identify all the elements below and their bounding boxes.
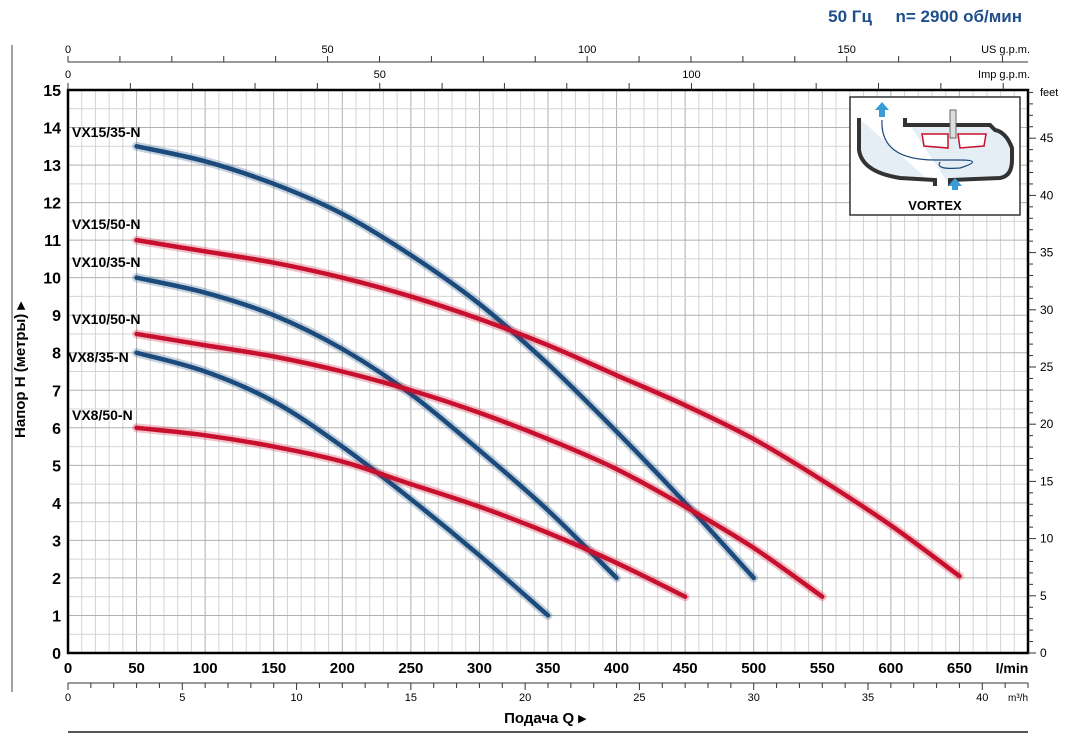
imp-gpm-tick-label: 100: [682, 69, 700, 81]
curve-vx10-35-n: [134, 275, 619, 581]
x-tick-label: 450: [673, 660, 698, 677]
imp-gpm-unit-label: Imp g.p.m.: [978, 69, 1030, 81]
x-tick-label: 300: [467, 660, 492, 677]
y-tick-label: 1: [52, 608, 61, 625]
m3h-tick-label: 20: [519, 692, 531, 704]
y-tick-label: 4: [52, 496, 61, 513]
curve-label: VX10/35-N: [72, 254, 140, 270]
x-tick-label: 0: [64, 660, 72, 677]
curve-label: VX15/35-N: [72, 124, 140, 140]
y-tick-label: 15: [43, 83, 61, 100]
feet-tick-label: 0: [1040, 646, 1047, 660]
m3h-tick-label: 5: [179, 692, 185, 704]
x-tick-label: 250: [398, 660, 423, 677]
m3h-tick-label: 25: [633, 692, 645, 704]
curve-label: VX15/50-N: [72, 216, 140, 232]
y-tick-label: 0: [52, 646, 61, 663]
imp-gpm-tick-label: 0: [65, 69, 71, 81]
feet-tick-label: 45: [1040, 131, 1054, 145]
x-tick-label: 100: [193, 660, 218, 677]
us-gpm-tick-label: 50: [321, 44, 333, 56]
m3h-tick-label: 30: [748, 692, 760, 704]
curve-halo: [132, 141, 759, 583]
y-tick-label: 3: [52, 533, 61, 550]
y-tick-label: 14: [43, 121, 61, 138]
feet-tick-label: 5: [1040, 589, 1047, 603]
chart-header-title: 50 Гц n= 2900 об/мин: [828, 7, 1022, 26]
m3h-tick-label: 0: [65, 692, 71, 704]
vortex-inset: VORTEX: [849, 96, 1021, 216]
x-tick-label: 150: [261, 660, 286, 677]
y-tick-label: 6: [52, 421, 61, 438]
curve-label: VX8/35-N: [68, 349, 129, 365]
y-tick-label: 11: [44, 233, 61, 250]
y-tick-label: 8: [52, 346, 61, 363]
inset-label: VORTEX: [908, 198, 962, 213]
x-tick-label: 50: [128, 660, 145, 677]
y-tick-label: 13: [43, 158, 61, 175]
curve-label: VX8/50-N: [72, 407, 133, 423]
feet-tick-label: 35: [1040, 246, 1054, 260]
x-tick-label: 500: [741, 660, 766, 677]
x-tick-label: 600: [878, 660, 903, 677]
y-tick-label: 9: [52, 308, 61, 325]
curve-vx8-35-n: [134, 350, 551, 618]
imp-gpm-tick-label: 50: [374, 69, 386, 81]
x-unit-label: l/min: [996, 660, 1029, 676]
feet-unit-label: feet: [1040, 87, 1058, 99]
curve-vx8-50-n: [134, 425, 688, 599]
feet-tick-label: 40: [1040, 188, 1054, 202]
us-gpm-unit-label: US g.p.m.: [981, 44, 1030, 56]
m3h-tick-label: 10: [290, 692, 302, 704]
x-tick-label: 400: [604, 660, 629, 677]
feet-tick-label: 30: [1040, 303, 1054, 317]
m3h-unit-label: m³/h: [1008, 693, 1028, 704]
feet-tick-label: 15: [1040, 474, 1054, 488]
us-gpm-tick-label: 100: [578, 44, 596, 56]
us-gpm-tick-label: 150: [838, 44, 856, 56]
m3h-tick-label: 15: [405, 692, 417, 704]
m3h-tick-label: 40: [976, 692, 988, 704]
feet-tick-label: 25: [1040, 360, 1054, 374]
y-tick-label: 7: [52, 383, 61, 400]
curve-vx15-50-n: [134, 237, 962, 579]
x-tick-label: 650: [947, 660, 972, 677]
feet-tick-label: 10: [1040, 532, 1054, 546]
curve-label: VX10/50-N: [72, 311, 140, 327]
y-tick-label: 2: [52, 571, 61, 588]
curves: VX15/35-N VX15/50-N VX10/35-N VX10/50-N VX8/…: [68, 124, 964, 620]
y-tick-label: 5: [52, 458, 61, 475]
us-gpm-tick-label: 0: [65, 44, 71, 56]
curve-vx15-35-n: [134, 144, 756, 581]
x-axis-title: Подача Q ▸: [504, 710, 587, 727]
plot-frame: [66, 88, 1030, 655]
y-axis-title: Напор H (метры) ▸: [12, 301, 29, 438]
m3h-tick-label: 35: [862, 692, 874, 704]
y-tick-label: 10: [43, 271, 61, 288]
x-tick-label: 200: [330, 660, 355, 677]
y-tick-label: 12: [43, 196, 61, 213]
feet-tick-label: 20: [1040, 417, 1054, 431]
x-tick-label: 350: [535, 660, 560, 677]
x-tick-label: 550: [810, 660, 835, 677]
curve-vx10-50-n: [134, 331, 825, 599]
